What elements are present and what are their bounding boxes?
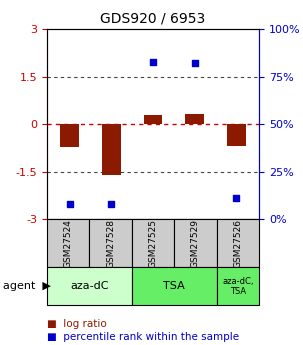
Bar bbox=[47, 219, 89, 267]
Text: aza-dC,
TSA: aza-dC, TSA bbox=[222, 277, 254, 296]
Bar bbox=[89, 219, 132, 267]
Text: GSM27525: GSM27525 bbox=[148, 219, 158, 268]
Text: GSM27526: GSM27526 bbox=[233, 219, 242, 268]
Bar bbox=[61, 124, 79, 147]
Bar bbox=[132, 219, 174, 267]
Bar bbox=[185, 114, 204, 124]
Text: aza-dC: aza-dC bbox=[70, 282, 109, 291]
Bar bbox=[227, 124, 245, 146]
Text: GSM27529: GSM27529 bbox=[191, 219, 200, 268]
Text: GSM27528: GSM27528 bbox=[106, 219, 115, 268]
Text: TSA: TSA bbox=[163, 282, 185, 291]
Bar bbox=[102, 124, 121, 175]
Text: GSM27524: GSM27524 bbox=[64, 219, 73, 268]
Text: ■  log ratio: ■ log ratio bbox=[47, 319, 107, 329]
Point bbox=[109, 201, 114, 207]
Bar bbox=[217, 219, 259, 267]
Text: ■  percentile rank within the sample: ■ percentile rank within the sample bbox=[47, 332, 239, 342]
Bar bbox=[217, 267, 259, 305]
Text: agent  ▶: agent ▶ bbox=[3, 282, 51, 291]
Point bbox=[67, 201, 72, 207]
Point bbox=[192, 61, 197, 66]
Point bbox=[151, 59, 155, 64]
Bar bbox=[174, 219, 217, 267]
Bar bbox=[144, 115, 162, 124]
Point bbox=[234, 195, 239, 201]
Title: GDS920 / 6953: GDS920 / 6953 bbox=[100, 11, 206, 26]
Bar bbox=[47, 267, 132, 305]
Bar bbox=[132, 267, 217, 305]
